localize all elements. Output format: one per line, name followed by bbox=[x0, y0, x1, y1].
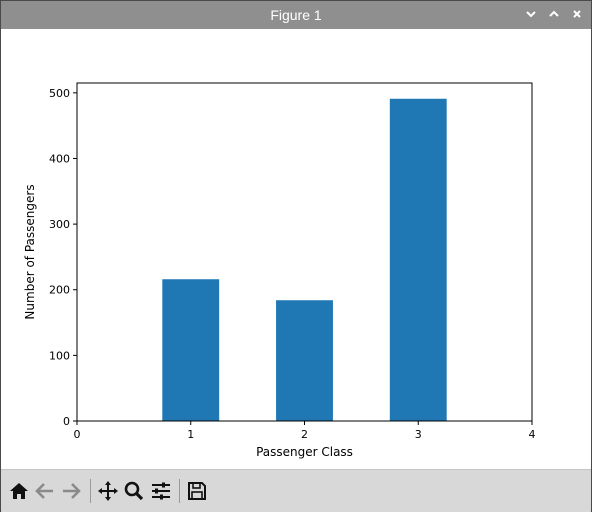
x-ticks: 0 1 2 3 4 bbox=[74, 421, 536, 441]
y-tick-label: 100 bbox=[49, 349, 70, 362]
y-tick-label: 500 bbox=[49, 87, 70, 100]
home-icon[interactable] bbox=[7, 479, 31, 503]
forward-arrow-icon[interactable] bbox=[59, 479, 83, 503]
toolbar-separator bbox=[179, 479, 180, 503]
bar-chart: 0 1 2 3 4 0 100 200 300 400 500 Passenger Class N… bbox=[23, 82, 536, 459]
zoom-icon[interactable] bbox=[122, 479, 146, 503]
x-tick-label: 4 bbox=[529, 428, 536, 441]
title-bar[interactable]: Figure 1 bbox=[1, 1, 591, 29]
window-title: Figure 1 bbox=[270, 7, 322, 23]
bar-class-2 bbox=[276, 300, 333, 421]
x-tick-label: 2 bbox=[301, 428, 308, 441]
y-tick-label: 400 bbox=[49, 152, 70, 165]
x-tick-label: 3 bbox=[415, 428, 422, 441]
navigation-toolbar bbox=[1, 469, 591, 512]
y-tick-label: 0 bbox=[63, 415, 70, 428]
save-icon[interactable] bbox=[185, 479, 209, 503]
bar-class-3 bbox=[389, 98, 447, 421]
y-tick-label: 200 bbox=[49, 284, 70, 297]
bars-group bbox=[162, 98, 447, 421]
minimize-icon[interactable] bbox=[523, 6, 539, 22]
pan-icon[interactable] bbox=[96, 479, 120, 503]
bar-class-1 bbox=[162, 279, 220, 421]
toolbar-separator bbox=[90, 479, 91, 503]
x-tick-label: 0 bbox=[74, 428, 81, 441]
figure-canvas[interactable]: 0 1 2 3 4 0 100 200 300 400 500 Passenger Class N… bbox=[1, 29, 591, 469]
x-tick-label: 1 bbox=[187, 428, 194, 441]
y-tick-label: 300 bbox=[49, 218, 70, 231]
back-arrow-icon[interactable] bbox=[33, 479, 57, 503]
y-ticks: 0 100 200 300 400 500 bbox=[49, 87, 77, 428]
maximize-icon[interactable] bbox=[546, 6, 562, 22]
x-axis-label: Passenger Class bbox=[256, 445, 353, 459]
configure-subplots-icon[interactable] bbox=[149, 479, 173, 503]
close-icon[interactable] bbox=[569, 6, 585, 22]
y-axis-label: Number of Passengers bbox=[23, 184, 37, 319]
